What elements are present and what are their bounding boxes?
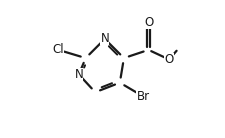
- Text: Br: Br: [136, 90, 149, 103]
- Text: O: O: [164, 53, 173, 66]
- Text: O: O: [143, 16, 153, 29]
- Text: N: N: [74, 68, 83, 81]
- Text: N: N: [100, 32, 109, 45]
- Text: Cl: Cl: [52, 43, 64, 56]
